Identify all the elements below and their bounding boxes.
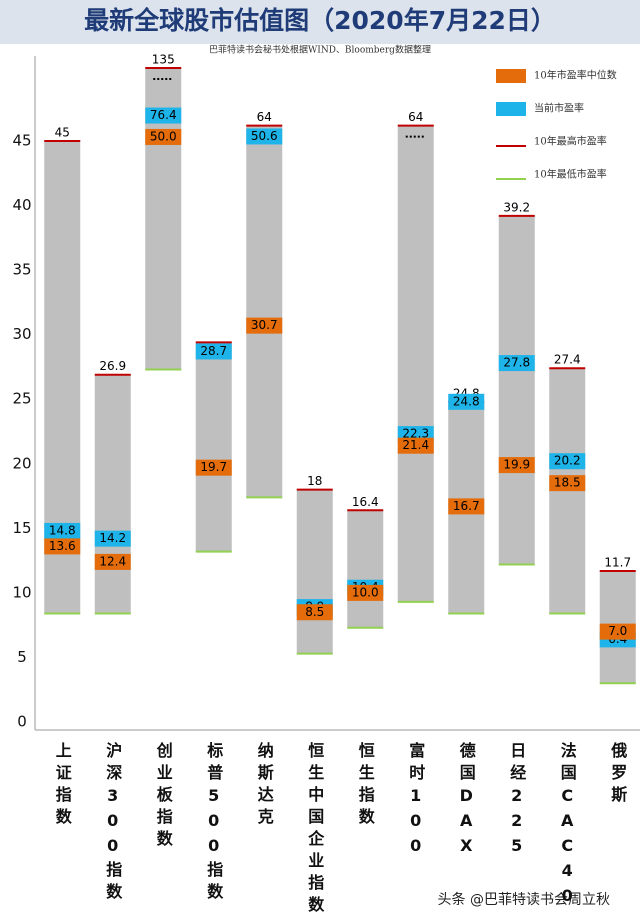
value-marker xyxy=(145,128,182,145)
value-label: 24.8 xyxy=(453,394,480,408)
value-label: 27.8 xyxy=(503,356,530,370)
x-tick-label: 日经225 xyxy=(507,742,526,861)
y-tick-label: 25 xyxy=(12,390,31,408)
value-label: 19.7 xyxy=(200,460,227,474)
value-marker xyxy=(246,128,283,145)
x-tick-label: 上证指数 xyxy=(53,742,72,830)
value-label: 18.5 xyxy=(554,476,581,490)
x-tick-label: 标普500指数 xyxy=(204,742,224,905)
range-bar xyxy=(397,125,434,602)
value-marker xyxy=(44,522,81,539)
high-label: 16.4 xyxy=(352,495,379,509)
value-label: 10.0 xyxy=(352,585,379,599)
title-banner xyxy=(0,0,640,44)
value-marker xyxy=(448,393,485,410)
chart-subtitle: 巴菲特读书会秘书处根据WIND、Bloomberg数据整理 xyxy=(209,44,431,56)
x-tick-label: 富时100 xyxy=(406,741,425,861)
value-marker xyxy=(195,459,232,476)
value-marker xyxy=(397,437,434,454)
value-marker xyxy=(448,498,485,515)
x-tick-label: 纳斯达克 xyxy=(255,741,274,830)
value-marker xyxy=(549,453,586,470)
high-label: 45 xyxy=(55,126,70,140)
y-tick-label: 5 xyxy=(17,648,27,666)
value-label: 76.4 xyxy=(150,108,177,122)
high-label: 11.7 xyxy=(604,555,631,569)
value-label: 13.6 xyxy=(49,539,76,553)
value-label: 22.3 xyxy=(402,427,429,441)
watermark: 头条 @巴菲特读书会周立秋 xyxy=(438,891,610,908)
value-marker xyxy=(599,623,636,640)
value-marker xyxy=(246,317,283,334)
x-tick-label: 沪深300指数 xyxy=(103,741,122,905)
y-tick-label: 40 xyxy=(12,196,31,214)
y-tick-label: 15 xyxy=(12,519,31,537)
y-tick-label: 0 xyxy=(17,713,27,731)
value-label: 20.2 xyxy=(554,454,581,468)
x-tick-label: 恒生中国企业指数 xyxy=(305,741,325,918)
x-tick-label: 德国DAX xyxy=(457,741,476,861)
range-bar xyxy=(347,510,384,628)
range-bar xyxy=(246,125,283,498)
high-label: 39.2 xyxy=(503,200,530,214)
value-marker xyxy=(498,355,535,372)
value-label: 16.7 xyxy=(453,499,480,513)
high-label: 64 xyxy=(408,110,423,124)
y-tick-label: 10 xyxy=(12,583,31,601)
high-label: 18 xyxy=(307,474,322,488)
range-bar xyxy=(195,342,232,552)
value-marker xyxy=(94,553,131,570)
value-marker xyxy=(296,604,333,621)
value-marker xyxy=(195,343,232,360)
legend-swatch xyxy=(496,69,526,83)
value-label: 19.9 xyxy=(503,458,530,472)
legend-label: 10年市盈率中位数 xyxy=(534,69,617,82)
y-tick-label: 35 xyxy=(12,261,31,279)
high-label: 64 xyxy=(257,110,272,124)
legend-label: 10年最高市盈率 xyxy=(534,135,607,148)
y-tick-label: 30 xyxy=(12,325,31,343)
x-tick-label: 法国CAC40 xyxy=(558,741,577,911)
value-label: 7.0 xyxy=(608,624,627,638)
value-marker xyxy=(44,538,81,555)
x-tick-label: 恒生指数 xyxy=(356,741,375,830)
legend-swatch xyxy=(496,102,526,116)
legend-label: 当前市盈率 xyxy=(534,102,584,115)
legend-label: 10年最低市盈率 xyxy=(534,168,607,181)
value-label: 14.8 xyxy=(49,523,76,537)
range-bar xyxy=(94,374,131,614)
value-label: 14.2 xyxy=(99,531,126,545)
range-bar xyxy=(296,489,333,654)
x-tick-label: 俄罗斯 xyxy=(608,741,628,808)
high-label: 135 xyxy=(152,53,175,67)
x-tick-label: 创业板指数 xyxy=(154,741,174,852)
value-marker xyxy=(145,107,182,124)
chart-title: 最新全球股市估值图（2020年7月22日） xyxy=(84,6,556,35)
value-marker xyxy=(549,475,586,492)
range-bar xyxy=(498,215,535,565)
value-label: 30.7 xyxy=(251,318,278,332)
y-tick-label: 20 xyxy=(12,454,31,472)
value-label: 12.4 xyxy=(99,554,126,568)
value-label: 21.4 xyxy=(402,438,429,452)
value-marker xyxy=(347,584,384,601)
high-label: 26.9 xyxy=(99,359,126,373)
high-label: 27.4 xyxy=(554,353,581,367)
value-marker xyxy=(94,530,131,547)
value-marker xyxy=(498,457,535,474)
value-label: 8.5 xyxy=(305,605,324,619)
y-tick-label: 45 xyxy=(12,132,31,150)
value-label: 28.7 xyxy=(200,344,227,358)
value-label: 50.0 xyxy=(150,129,177,143)
value-label: 50.6 xyxy=(251,129,278,143)
